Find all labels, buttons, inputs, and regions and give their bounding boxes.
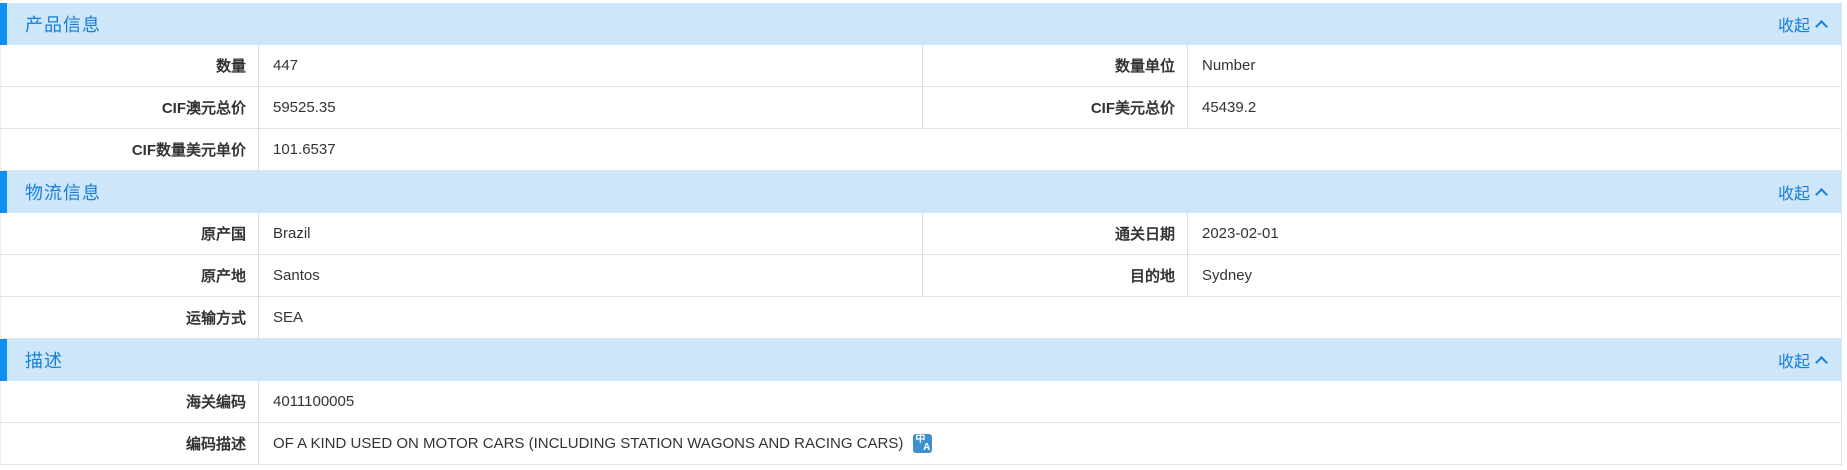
- chevron-up-icon: [1815, 356, 1828, 369]
- collapse-label: 收起: [1777, 18, 1810, 35]
- field-value-cif-usd-total: 45439.2: [1202, 99, 1257, 116]
- collapse-toggle-description[interactable]: 收起: [1777, 348, 1828, 372]
- table-row: 原产国 Brazil 通关日期 2023-02-01: [0, 213, 1842, 255]
- logistics-info-body: 原产国 Brazil 通关日期 2023-02-01 原产地 Santos 目的…: [0, 213, 1842, 339]
- translate-icon[interactable]: 中 A: [913, 434, 933, 453]
- section-description: 描述 收起 海关编码 4011100005 编码描述 OF A KIND USE…: [0, 339, 1842, 465]
- field-label-clearance-date: 通关日期: [923, 213, 1188, 254]
- collapse-toggle-logistics-info[interactable]: 收起: [1777, 180, 1828, 204]
- table-row: 编码描述 OF A KIND USED ON MOTOR CARS (INCLU…: [0, 423, 1842, 465]
- description-header: 描述 收起: [0, 339, 1842, 381]
- collapse-label: 收起: [1777, 186, 1810, 203]
- field-value-cif-aud-total: 59525.35: [259, 87, 923, 128]
- field-value-destination: Sydney: [1202, 267, 1253, 284]
- table-row: 海关编码 4011100005: [0, 381, 1842, 423]
- table-row: 运输方式 SEA: [0, 297, 1842, 339]
- product-info-header: 产品信息 收起: [0, 3, 1842, 45]
- product-info-body: 数量 447 数量单位 Number CIF澳元总价 59525.35 CIF美…: [0, 45, 1842, 171]
- field-label-transport-mode: 运输方式: [1, 297, 259, 338]
- field-label-quantity-unit: 数量单位: [923, 45, 1188, 86]
- accent-bar: [0, 3, 7, 45]
- section-title-description: 描述: [25, 351, 63, 371]
- field-label-cif-usd-total: CIF美元总价: [923, 87, 1188, 128]
- field-value-quantity-unit: Number: [1202, 57, 1256, 74]
- field-label-cif-usd-unit-price: CIF数量美元单价: [1, 129, 259, 170]
- field-label-origin-country: 原产国: [1, 213, 259, 254]
- accent-bar: [0, 339, 7, 381]
- field-value-transport-mode: SEA: [273, 309, 304, 326]
- section-product-info: 产品信息 收起 数量 447 数量单位 Number CIF澳元总价 59525…: [0, 3, 1842, 171]
- field-value-origin-place: Santos: [259, 255, 923, 296]
- hs-code-description-text: OF A KIND USED ON MOTOR CARS (INCLUDING …: [273, 435, 904, 452]
- description-body: 海关编码 4011100005 编码描述 OF A KIND USED ON M…: [0, 381, 1842, 465]
- translate-icon-glyph-top: 中: [915, 434, 926, 445]
- field-label-hs-code: 海关编码: [1, 381, 259, 422]
- table-row: 原产地 Santos 目的地 Sydney: [0, 255, 1842, 297]
- field-value-hs-code-description: OF A KIND USED ON MOTOR CARS (INCLUDING …: [259, 423, 1841, 464]
- translate-icon-glyph-bottom: A: [923, 442, 931, 453]
- section-title-product-info: 产品信息: [25, 15, 101, 35]
- field-label-quantity: 数量: [1, 45, 259, 86]
- table-row: CIF澳元总价 59525.35 CIF美元总价 45439.2: [0, 87, 1842, 129]
- chevron-up-icon: [1815, 20, 1828, 33]
- field-value-origin-country: Brazil: [259, 213, 923, 254]
- field-value-quantity: 447: [259, 45, 923, 86]
- logistics-info-header: 物流信息 收起: [0, 171, 1842, 213]
- table-row: CIF数量美元单价 101.6537: [0, 129, 1842, 171]
- accent-bar: [0, 171, 7, 213]
- section-logistics-info: 物流信息 收起 原产国 Brazil 通关日期 2023-02-01 原产地 S…: [0, 171, 1842, 339]
- collapse-toggle-product-info[interactable]: 收起: [1777, 12, 1828, 36]
- field-label-hs-code-description: 编码描述: [1, 423, 259, 464]
- field-value-hs-code: 4011100005: [273, 393, 355, 410]
- field-value-clearance-date: 2023-02-01: [1202, 225, 1279, 242]
- field-value-cif-usd-unit-price: 101.6537: [273, 141, 336, 158]
- collapse-label: 收起: [1777, 354, 1810, 371]
- table-row: 数量 447 数量单位 Number: [0, 45, 1842, 87]
- chevron-up-icon: [1815, 188, 1828, 201]
- section-title-logistics-info: 物流信息: [25, 183, 101, 203]
- field-label-origin-place: 原产地: [1, 255, 259, 296]
- field-label-destination: 目的地: [923, 255, 1188, 296]
- field-label-cif-aud-total: CIF澳元总价: [1, 87, 259, 128]
